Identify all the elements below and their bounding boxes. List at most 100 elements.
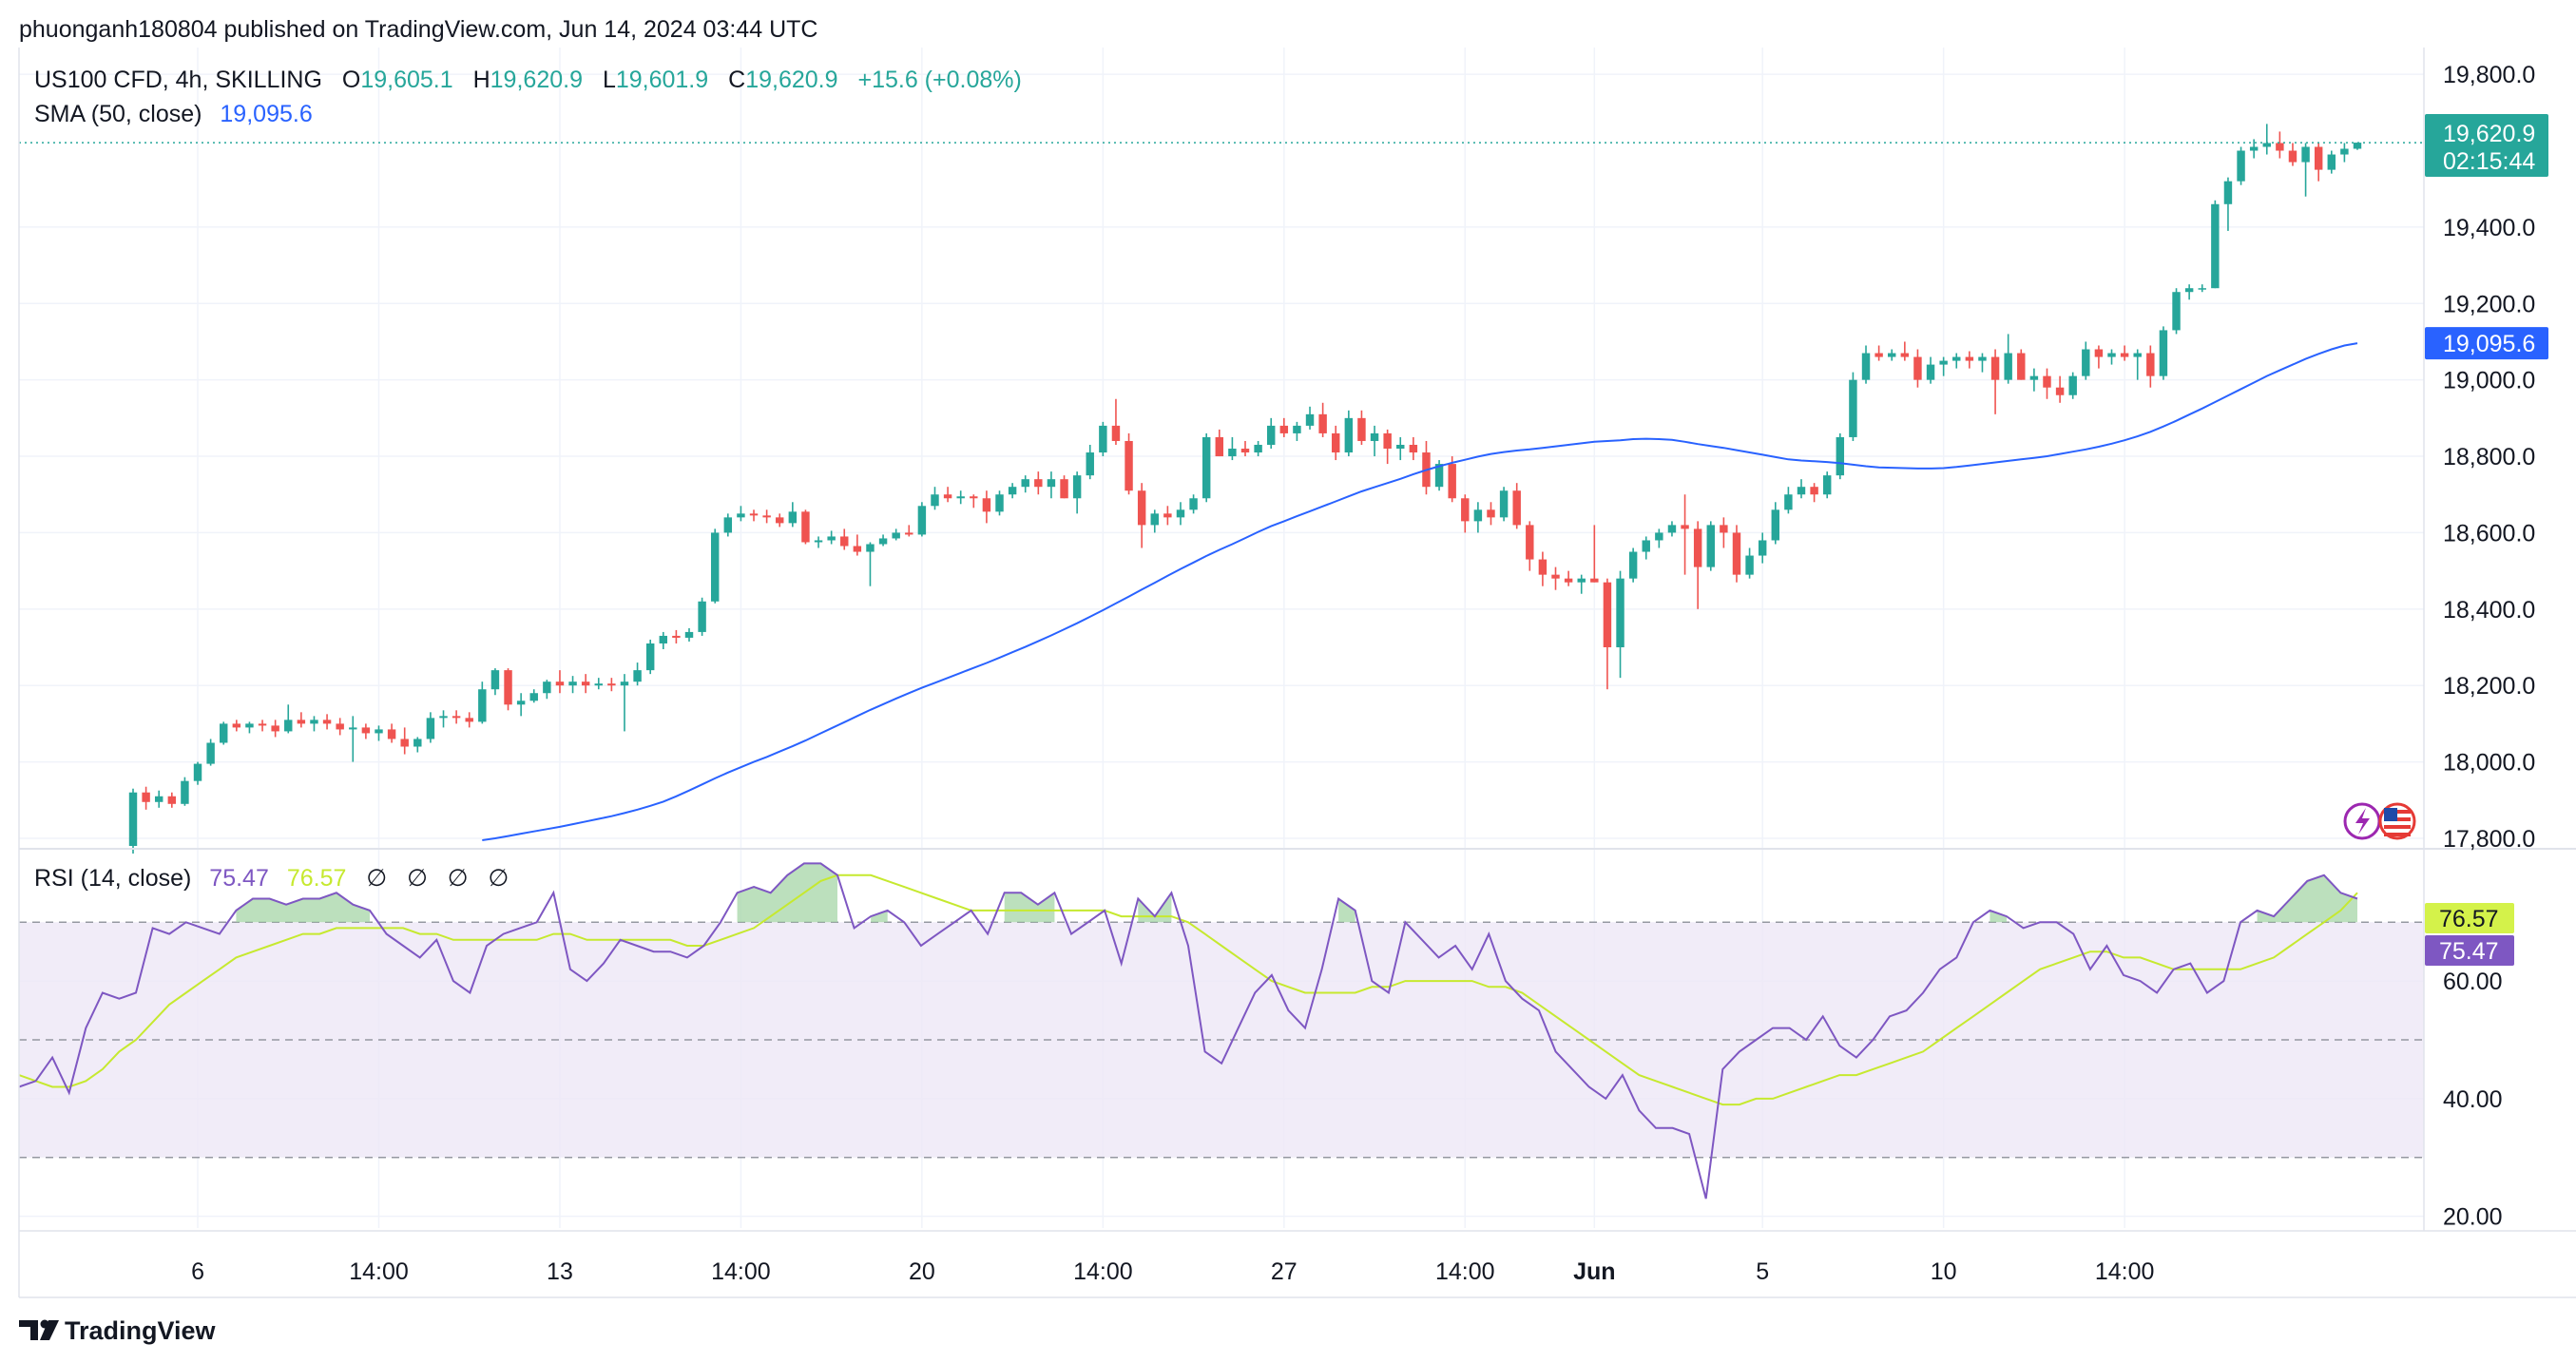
candle bbox=[1758, 532, 1767, 564]
candle bbox=[284, 704, 293, 734]
candle bbox=[2301, 143, 2310, 197]
candle-body bbox=[2237, 150, 2245, 182]
footer-brand[interactable]: TradingView bbox=[65, 1316, 217, 1345]
candle bbox=[2262, 124, 2271, 155]
candle-body bbox=[142, 792, 150, 802]
candle-body bbox=[2133, 353, 2142, 357]
candle-body bbox=[645, 643, 655, 671]
candle-body bbox=[866, 544, 875, 552]
tradingview-logo-icon[interactable] bbox=[19, 1319, 59, 1341]
candle-body bbox=[2055, 387, 2065, 395]
sma-legend[interactable]: SMA (50, close) 19,095.6 bbox=[34, 101, 313, 127]
candle-body bbox=[1072, 475, 1082, 499]
candle-body bbox=[1254, 444, 1262, 453]
candle bbox=[1706, 521, 1715, 571]
candle bbox=[931, 487, 939, 510]
rsi-legend[interactable]: RSI (14, close) 75.47 76.57 ∅ ∅ ∅ ∅ bbox=[34, 865, 509, 892]
candle-body bbox=[1215, 436, 1224, 457]
candle bbox=[2082, 341, 2090, 380]
rsi-ma-tag: 76.57 bbox=[2425, 903, 2514, 933]
change-value: +15.6 (+0.08%) bbox=[857, 67, 1021, 93]
candle-body bbox=[684, 631, 694, 638]
candle bbox=[1990, 349, 2000, 414]
symbol-legend[interactable]: US100 CFD, 4h, SKILLING O19,605.1 H19,62… bbox=[34, 67, 1022, 93]
candle bbox=[917, 502, 927, 537]
candle-body bbox=[2184, 288, 2194, 293]
candle-body bbox=[1822, 475, 1832, 495]
candle-body bbox=[490, 670, 500, 690]
candle-body bbox=[1293, 425, 1301, 433]
candle-body bbox=[1409, 444, 1418, 453]
candle-body bbox=[1189, 498, 1198, 510]
candle-body bbox=[555, 682, 565, 686]
candle-body bbox=[181, 780, 189, 804]
candle bbox=[2276, 131, 2284, 159]
candle bbox=[1784, 487, 1793, 514]
candle-body bbox=[1034, 479, 1043, 488]
candle-body bbox=[336, 723, 344, 730]
candle-body bbox=[2327, 154, 2336, 170]
candle-body bbox=[1990, 356, 2000, 380]
candle bbox=[853, 534, 862, 556]
candle-body bbox=[1577, 578, 1586, 583]
rsi-value-tag: 75.47 bbox=[2439, 938, 2499, 965]
candle-body bbox=[1240, 449, 1250, 453]
candle-body bbox=[310, 720, 318, 724]
candle bbox=[478, 682, 487, 724]
candle-body bbox=[2340, 148, 2349, 155]
candle-body bbox=[776, 517, 784, 524]
candle-body bbox=[2276, 143, 2284, 151]
candle bbox=[1060, 475, 1068, 499]
candle-body bbox=[2004, 353, 2012, 380]
price-axis[interactable]: 19,800.0 19,400.0 19,200.0 19,000.0 18,800.0… bbox=[2443, 62, 2535, 853]
candle bbox=[1939, 356, 1948, 376]
candle bbox=[1538, 551, 1548, 586]
svg-text:SMA (50, close) 19,095.6: SMA (50, close) 19,095.6 bbox=[34, 101, 313, 127]
candle bbox=[1034, 471, 1043, 495]
candle-body bbox=[1655, 532, 1663, 541]
candle bbox=[1616, 570, 1624, 679]
rsi-tick-label: 20.00 bbox=[2443, 1204, 2503, 1231]
candle-body bbox=[2107, 353, 2116, 357]
candle-body bbox=[2353, 143, 2362, 149]
time-axis[interactable]: 6 14:00 13 14:00 20 14:00 27 14:00 Jun 5 10 14:00 bbox=[191, 1258, 2154, 1285]
candle bbox=[645, 639, 655, 675]
candle bbox=[1409, 436, 1418, 461]
candle bbox=[1900, 341, 1910, 361]
candle-body bbox=[193, 763, 202, 781]
candle bbox=[1137, 483, 1146, 548]
candle-body bbox=[413, 739, 422, 747]
candle bbox=[1305, 406, 1315, 430]
candle bbox=[504, 668, 512, 711]
candle-body bbox=[1861, 353, 1871, 380]
candle bbox=[206, 739, 215, 766]
candle-body bbox=[2288, 150, 2297, 163]
candle bbox=[1681, 494, 1689, 575]
candle-body bbox=[516, 701, 526, 705]
lightning-icon[interactable] bbox=[2343, 802, 2381, 840]
symbol-title: US100 CFD, 4h, SKILLING bbox=[34, 67, 322, 93]
price-tick-label: 17,800.0 bbox=[2443, 826, 2535, 853]
rsi-axis[interactable]: 60.00 40.00 20.00 bbox=[2443, 969, 2503, 1231]
candle-body bbox=[853, 546, 862, 552]
candle-body bbox=[1849, 379, 1857, 437]
candle-body bbox=[128, 792, 138, 846]
candle bbox=[349, 716, 357, 762]
candle-body bbox=[1797, 487, 1806, 495]
candle-body bbox=[1978, 356, 1987, 361]
time-tick-label: 13 bbox=[547, 1258, 573, 1285]
candle bbox=[2107, 349, 2116, 365]
candle-body bbox=[1771, 509, 1780, 541]
candle-body bbox=[892, 532, 900, 539]
high-value: 19,620.9 bbox=[490, 67, 583, 93]
candle bbox=[982, 490, 991, 524]
candle bbox=[2314, 143, 2323, 182]
candle-body bbox=[284, 720, 293, 732]
candle-body bbox=[1344, 417, 1354, 453]
candle-body bbox=[1939, 360, 1948, 365]
candle bbox=[2340, 143, 2349, 163]
us-flag-icon[interactable] bbox=[2378, 802, 2416, 840]
candle bbox=[698, 597, 706, 636]
rsi-overbought-fill bbox=[1990, 910, 2007, 923]
candle bbox=[516, 693, 526, 717]
